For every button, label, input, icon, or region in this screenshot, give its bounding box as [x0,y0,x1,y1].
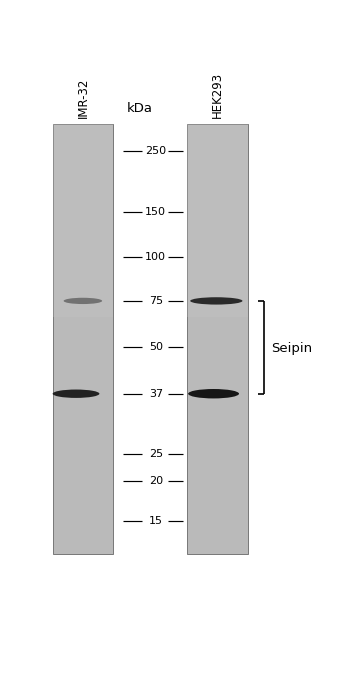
Ellipse shape [188,389,239,398]
Text: 15: 15 [149,516,163,526]
Text: HEK293: HEK293 [211,72,224,118]
Ellipse shape [190,297,242,304]
Text: 250: 250 [145,146,166,156]
Bar [187,124,248,317]
Text: 20: 20 [149,476,163,486]
Text: 100: 100 [145,253,166,262]
Ellipse shape [53,390,99,398]
Text: 50: 50 [149,342,163,351]
Text: kDa: kDa [126,102,152,116]
Ellipse shape [64,298,102,304]
Text: IMR-32: IMR-32 [76,78,89,118]
Text: 75: 75 [149,296,163,306]
Bar [53,124,113,554]
Text: Seipin: Seipin [271,342,312,355]
Bar [187,124,248,554]
Bar [53,124,113,317]
Text: 37: 37 [149,389,163,398]
Text: 150: 150 [145,207,166,217]
Text: 25: 25 [149,449,163,459]
